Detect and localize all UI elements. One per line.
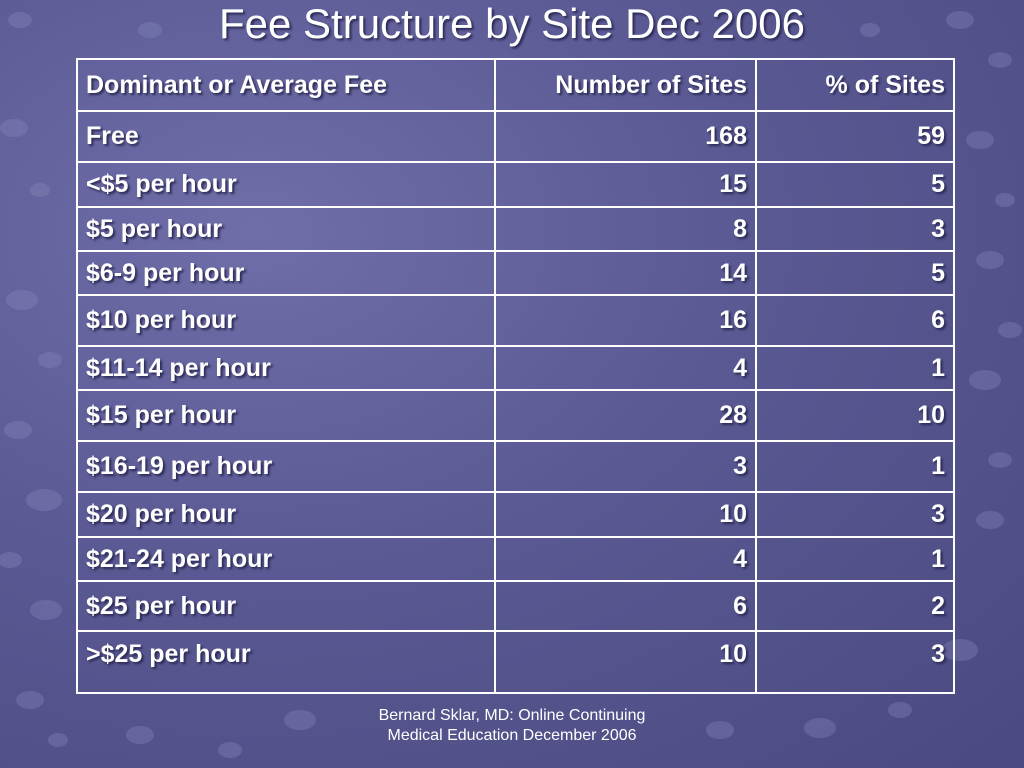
fee-cell: Free [76, 110, 496, 163]
header-percent-of-sites: % of Sites [755, 58, 955, 112]
sites-count-cell: 10 [494, 630, 757, 694]
table-row: $11-14 per hour 4 1 [76, 345, 955, 391]
fee-cell: $25 per hour [76, 580, 496, 632]
table-row: $16-19 per hour 3 1 [76, 440, 955, 493]
sites-count-cell: 168 [494, 110, 757, 163]
sites-percent-cell: 5 [755, 161, 955, 208]
table-row: >$25 per hour 10 3 [76, 630, 955, 694]
sites-count-cell: 8 [494, 206, 757, 252]
sites-percent-cell: 3 [755, 206, 955, 252]
sites-percent-cell: 59 [755, 110, 955, 163]
table-row: $21-24 per hour 4 1 [76, 536, 955, 582]
fee-cell: $6-9 per hour [76, 250, 496, 296]
footer-line-1: Bernard Sklar, MD: Online Continuing [378, 707, 646, 724]
slide-footer: Bernard Sklar, MD: Online Continuing Med… [312, 706, 712, 746]
fee-cell: $20 per hour [76, 491, 496, 538]
fee-cell: <$5 per hour [76, 161, 496, 208]
fee-cell: $11-14 per hour [76, 345, 496, 391]
table-row: $6-9 per hour 14 5 [76, 250, 955, 296]
fee-structure-table: Dominant or Average Fee Number of Sites … [76, 58, 955, 694]
table-row: $10 per hour 16 6 [76, 294, 955, 347]
sites-percent-cell: 3 [755, 630, 955, 694]
fee-cell: $15 per hour [76, 389, 496, 442]
sites-count-cell: 16 [494, 294, 757, 347]
header-dominant-fee: Dominant or Average Fee [76, 58, 496, 112]
fee-cell: $10 per hour [76, 294, 496, 347]
table-row: $25 per hour 6 2 [76, 580, 955, 632]
table-row: $15 per hour 28 10 [76, 389, 955, 442]
header-number-of-sites: Number of Sites [494, 58, 757, 112]
sites-count-cell: 15 [494, 161, 757, 208]
sites-count-cell: 14 [494, 250, 757, 296]
sites-percent-cell: 5 [755, 250, 955, 296]
fee-cell: $21-24 per hour [76, 536, 496, 582]
fee-cell: $5 per hour [76, 206, 496, 252]
sites-count-cell: 28 [494, 389, 757, 442]
sites-percent-cell: 1 [755, 536, 955, 582]
fee-cell: >$25 per hour [76, 630, 496, 694]
table-row: $20 per hour 10 3 [76, 491, 955, 538]
sites-percent-cell: 1 [755, 440, 955, 493]
sites-count-cell: 4 [494, 345, 757, 391]
slide-title: Fee Structure by Site Dec 2006 [219, 0, 805, 47]
sites-count-cell: 10 [494, 491, 757, 538]
table-row: Free 168 59 [76, 110, 955, 163]
table-row: $5 per hour 8 3 [76, 206, 955, 252]
sites-percent-cell: 1 [755, 345, 955, 391]
sites-count-cell: 6 [494, 580, 757, 632]
footer-line-2: Medical Education December 2006 [387, 727, 637, 744]
sites-percent-cell: 2 [755, 580, 955, 632]
table-header-row: Dominant or Average Fee Number of Sites … [76, 58, 955, 112]
sites-percent-cell: 10 [755, 389, 955, 442]
sites-count-cell: 4 [494, 536, 757, 582]
sites-percent-cell: 6 [755, 294, 955, 347]
sites-count-cell: 3 [494, 440, 757, 493]
table-row: <$5 per hour 15 5 [76, 161, 955, 208]
fee-cell: $16-19 per hour [76, 440, 496, 493]
sites-percent-cell: 3 [755, 491, 955, 538]
